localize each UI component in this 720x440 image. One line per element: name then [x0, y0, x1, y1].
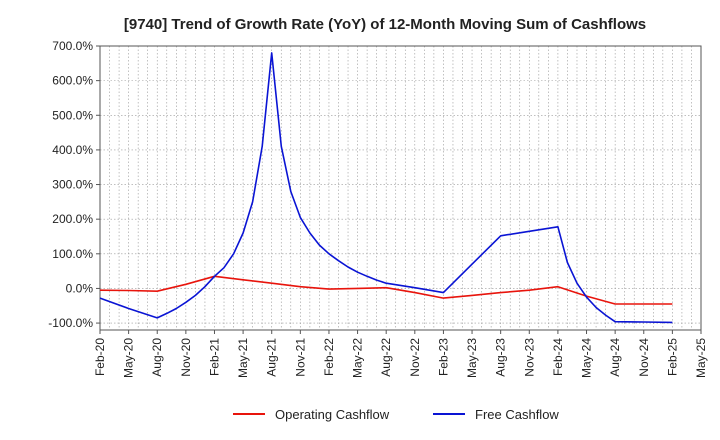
series-line-0 [99, 275, 673, 305]
chart-title: [9740] Trend of Growth Rate (YoY) of 12-… [124, 16, 646, 33]
y-tick-label: 200.0% [52, 212, 93, 226]
y-tick-label: 700.0% [52, 39, 93, 53]
x-tick-label: Aug-20 [150, 338, 164, 377]
x-tick-label: Feb-21 [207, 338, 221, 376]
x-tick-label: Nov-23 [522, 338, 536, 377]
x-tick-label: May-25 [694, 338, 708, 378]
y-tick-label: 300.0% [52, 178, 93, 192]
x-tick-label: May-23 [465, 338, 479, 378]
y-tick-label: -100.0% [48, 316, 93, 330]
x-tick-label: Aug-22 [379, 338, 393, 377]
x-tick-label: Aug-23 [494, 338, 508, 377]
x-tick-label: Feb-25 [665, 338, 679, 376]
x-tick-label: Nov-21 [293, 338, 307, 377]
series-line-1 [99, 52, 673, 324]
x-tick-label: Nov-24 [637, 338, 651, 377]
x-tick-label: Nov-20 [179, 338, 193, 377]
x-tick-label: May-21 [236, 338, 250, 378]
x-tick-label: Aug-21 [265, 338, 279, 377]
x-tick-label: Feb-23 [436, 338, 450, 376]
x-axis-ticks: Feb-20 May-20 Aug-20 Nov-20 Feb-21 May-21 Aug-… [93, 330, 708, 378]
x-tick-label: May-24 [580, 338, 594, 378]
y-tick-label: 400.0% [52, 143, 93, 157]
x-tick-label: Feb-20 [93, 338, 107, 376]
x-tick-label: May-20 [122, 338, 136, 378]
plot-area [99, 45, 702, 331]
x-tick-label: Feb-22 [322, 338, 336, 376]
legend-label: Operating Cashflow [275, 407, 390, 422]
legend: Operating Cashflow Free Cashflow [233, 407, 559, 422]
x-tick-label: May-22 [351, 338, 365, 378]
y-tick-label: 100.0% [52, 247, 93, 261]
x-tick-label: Nov-22 [408, 338, 422, 377]
y-tick-label: 0.0% [66, 281, 94, 295]
series-lines [99, 52, 673, 324]
grid-lines [100, 45, 701, 330]
y-axis-ticks: 700.0% 600.0% 500.0% 400.0% 300.0% 200.0% 100.… [48, 39, 100, 330]
y-tick-label: 600.0% [52, 74, 93, 88]
x-tick-label: Feb-24 [551, 338, 565, 376]
legend-label: Free Cashflow [475, 407, 559, 422]
x-tick-label: Aug-24 [608, 338, 622, 377]
y-tick-label: 500.0% [52, 108, 93, 122]
